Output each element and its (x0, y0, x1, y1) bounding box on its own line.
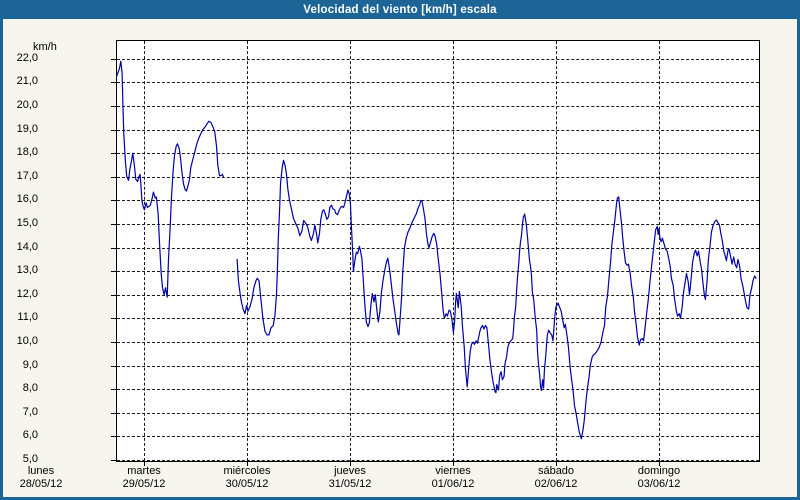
x-axis-date-label: 29/05/12 (122, 478, 166, 490)
y-axis-tick (111, 294, 116, 296)
x-axis-day-label: domingo (637, 465, 681, 477)
y-axis-tick-label: 12,0 (16, 287, 38, 300)
y-axis-tick (111, 271, 116, 273)
y-axis-tick-label: 9,0 (22, 358, 38, 371)
y-axis-tick-label: 20,0 (16, 99, 38, 111)
y-axis-tick-label: 17,0 (16, 169, 38, 182)
grid-line-vertical (453, 41, 454, 461)
plot-area (116, 40, 760, 462)
y-axis-tick (111, 365, 116, 367)
y-axis-tick-label: 18,0 (16, 146, 38, 159)
y-axis-tick-label: 10,0 (16, 335, 38, 347)
grid-line-horizontal (117, 342, 759, 343)
x-axis-date-label: 03/06/12 (637, 478, 681, 490)
y-axis-tick (111, 247, 116, 249)
frame-border-right (797, 0, 800, 500)
title-bar: Velocidad del viento [km/h] escala (0, 0, 800, 19)
y-axis-tick (111, 106, 116, 107)
grid-line-horizontal (117, 176, 759, 178)
x-axis-day-label: miércoles (223, 465, 271, 477)
y-axis-tick (111, 389, 116, 391)
grid-line-horizontal (117, 294, 759, 296)
grid-line-vertical (144, 41, 145, 461)
y-axis-tick (111, 342, 116, 343)
grid-line-horizontal (117, 58, 759, 60)
y-axis-tick-label: 14,0 (16, 240, 38, 253)
grid-line-horizontal (117, 271, 759, 273)
y-axis-tick-label: 13,0 (16, 264, 38, 277)
grid-line-horizontal (117, 318, 759, 320)
x-axis-day-label: martes (127, 465, 161, 477)
x-axis-day-label: sábado (537, 465, 575, 477)
y-axis-tick-label: 6,0 (22, 429, 38, 442)
y-axis-tick-label: 15,0 (16, 217, 38, 229)
frame-border-left (0, 0, 3, 500)
x-axis-date-label: 28/05/12 (19, 478, 63, 490)
x-axis-tick (350, 462, 351, 466)
y-axis-tick (111, 82, 116, 84)
y-axis-tick-label: 21,0 (16, 75, 38, 88)
x-axis-date-label: 02/06/12 (534, 478, 578, 490)
x-axis-date-label: 30/05/12 (225, 478, 269, 490)
grid-line-horizontal (117, 200, 759, 202)
grid-line-horizontal (117, 247, 759, 249)
y-axis-tick-label: 22,0 (16, 51, 38, 64)
grid-line-horizontal (117, 412, 759, 414)
grid-line-horizontal (117, 153, 759, 155)
y-axis-tick-label: 7,0 (22, 405, 38, 418)
grid-line-vertical (556, 41, 557, 461)
y-axis-tick (111, 460, 116, 461)
y-axis-tick-label: 19,0 (16, 122, 38, 135)
grid-line-vertical (350, 41, 351, 461)
y-axis-tick (111, 58, 116, 60)
grid-line-horizontal (117, 460, 759, 461)
y-axis-tick-label: 11,0 (17, 311, 38, 324)
y-axis-unit-label: km/h (33, 41, 57, 53)
y-axis-tick-label: 16,0 (16, 193, 38, 206)
y-axis-tick (111, 129, 116, 131)
y-axis-tick-label: 8,0 (22, 382, 38, 395)
x-axis-tick (247, 462, 248, 466)
y-axis-tick-label: 5,0 (22, 453, 38, 465)
y-axis-tick (111, 176, 116, 178)
y-axis-tick (111, 436, 116, 438)
x-axis-day-label: jueves (334, 465, 366, 477)
chart-title: Velocidad del viento [km/h] escala (303, 3, 497, 16)
grid-line-horizontal (117, 82, 759, 84)
grid-line-horizontal (117, 129, 759, 131)
x-axis-tick (659, 462, 660, 466)
grid-line-horizontal (117, 389, 759, 391)
y-axis-tick (111, 153, 116, 155)
x-axis-tick (453, 462, 454, 466)
grid-line-horizontal (117, 365, 759, 367)
grid-line-vertical (247, 41, 248, 461)
grid-line-horizontal (117, 106, 759, 107)
y-axis-tick (111, 318, 116, 320)
x-axis-tick (144, 462, 145, 466)
grid-line-horizontal (117, 436, 759, 438)
x-axis-date-label: 31/05/12 (328, 478, 372, 490)
y-axis-tick (111, 200, 116, 202)
grid-line-horizontal (117, 224, 759, 225)
y-axis-tick (111, 412, 116, 414)
frame-border-bottom (0, 497, 800, 500)
x-axis-tick (556, 462, 557, 466)
x-axis-date-label: 01/06/12 (431, 478, 475, 490)
x-axis-day-label: lunes (27, 465, 55, 477)
x-axis-day-label: viernes (435, 465, 471, 477)
y-axis-tick (111, 224, 116, 225)
grid-line-vertical (659, 41, 660, 461)
